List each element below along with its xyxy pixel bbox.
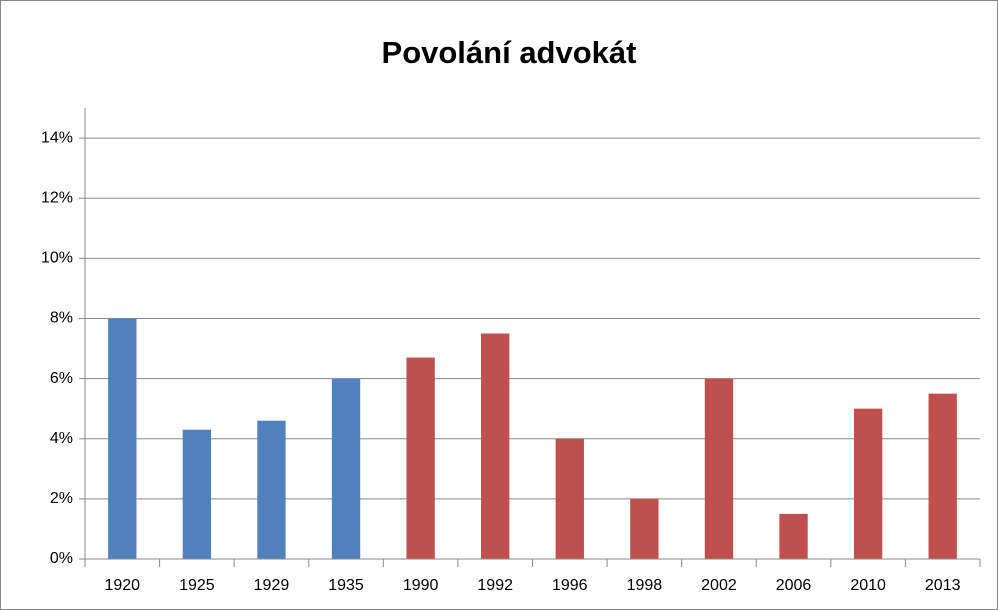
bar (182, 429, 212, 559)
x-tick-label: 1998 (627, 577, 663, 594)
y-tick-label: 4% (50, 430, 73, 447)
y-tick-label: 10% (41, 250, 73, 267)
bar (257, 420, 286, 559)
bar (779, 513, 808, 559)
y-tick-label: 12% (41, 189, 73, 206)
x-tick-label: 1935 (328, 577, 364, 594)
x-tick-label: 1920 (104, 577, 140, 594)
bar (481, 333, 510, 559)
bar (630, 498, 659, 559)
bar (108, 318, 137, 559)
bar (704, 378, 734, 559)
y-tick-label: 2% (50, 490, 73, 507)
y-tick-label: 8% (50, 310, 73, 327)
chart-title: Povolání advokát (382, 35, 637, 70)
x-tick-label: 1992 (477, 577, 513, 594)
y-tick-label: 14% (41, 129, 73, 146)
x-tick-label: 2002 (701, 577, 737, 594)
y-tick-label: 0% (50, 550, 73, 567)
x-tick-label: 1996 (552, 577, 588, 594)
bar (928, 393, 957, 559)
x-tick-label: 2010 (850, 577, 886, 594)
bar (853, 408, 883, 559)
y-tick-label: 6% (50, 370, 73, 387)
bar (406, 357, 435, 559)
x-tick-label: 1990 (403, 577, 439, 594)
x-tick-label: 2013 (925, 577, 961, 594)
x-tick-label: 1925 (179, 577, 215, 594)
bar (555, 438, 584, 559)
x-tick-label: 1929 (254, 577, 290, 594)
bar (331, 378, 361, 559)
x-tick-label: 2006 (776, 577, 812, 594)
